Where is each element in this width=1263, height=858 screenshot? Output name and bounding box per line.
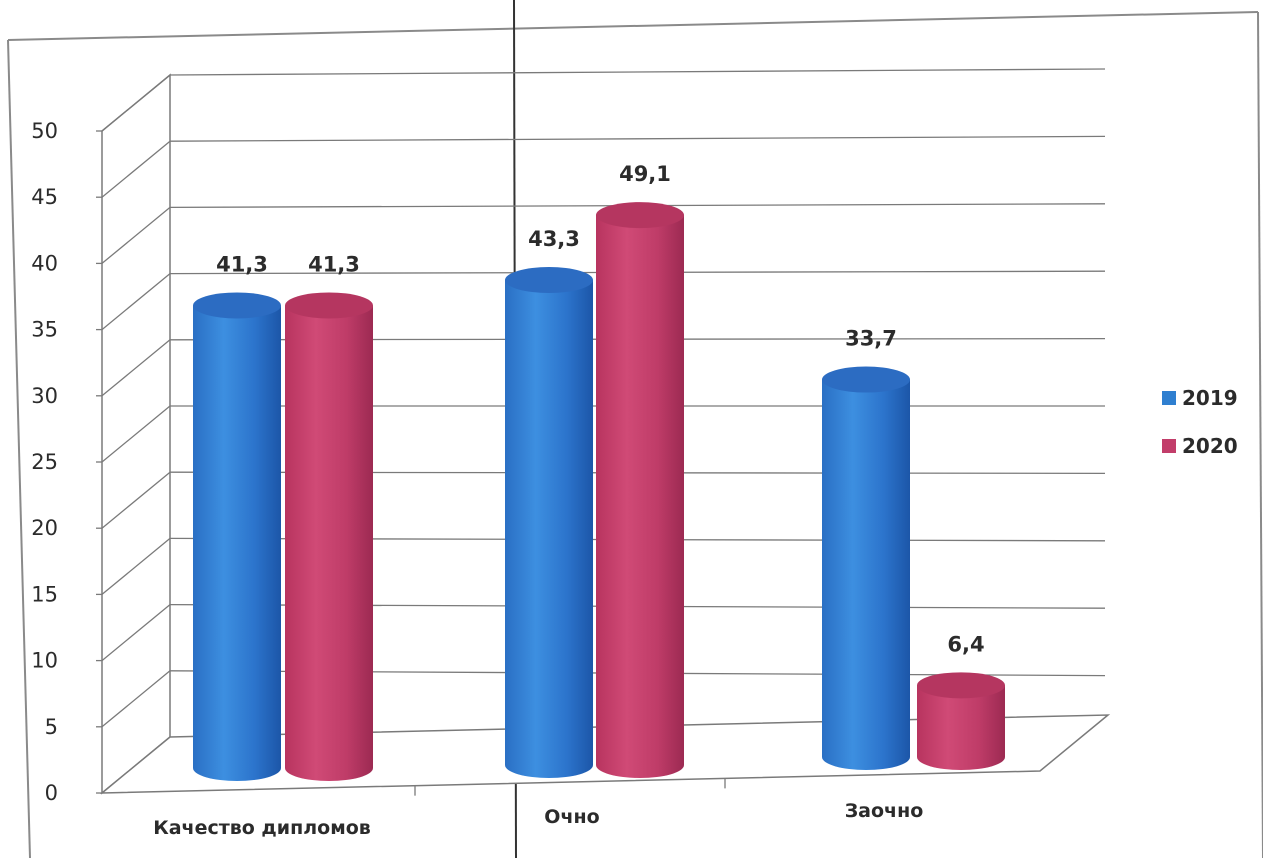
category-label: Очно	[544, 806, 599, 828]
y-tick-label: 40	[31, 251, 58, 275]
bar-2019-0	[193, 292, 281, 781]
legend-swatch	[1162, 391, 1176, 405]
gridline-diag	[101, 471, 171, 529]
y-tick-label: 20	[31, 516, 58, 540]
data-label: 6,4	[947, 632, 984, 656]
data-label: 43,3	[528, 227, 580, 251]
data-label: 41,3	[308, 252, 360, 276]
bar-top	[822, 366, 910, 393]
gridline-diag	[101, 339, 171, 397]
gridline-diag	[101, 74, 171, 132]
y-axis-ticks: 0 5 10 15 20 25 30 35 40 45 50	[31, 119, 726, 805]
gridline-diag	[101, 206, 171, 264]
y-tick-label: 35	[31, 318, 58, 342]
bar-body	[822, 379, 910, 770]
bar-2019-2	[822, 366, 910, 770]
gridline-diag	[101, 140, 171, 198]
legend: 2019 2020	[1162, 386, 1238, 458]
y-tick-label: 25	[31, 450, 58, 474]
gridline-diag	[101, 273, 171, 331]
gridline-diag	[101, 604, 171, 662]
legend-label: 2020	[1182, 434, 1238, 458]
bar-body	[917, 685, 1005, 770]
bar-top	[917, 672, 1005, 699]
legend-swatch	[1162, 439, 1176, 453]
bar-body	[596, 215, 684, 778]
category-label: Заочно	[845, 800, 924, 822]
bar-body	[193, 305, 281, 781]
data-label: 33,7	[845, 327, 897, 351]
bar-top	[285, 292, 373, 319]
bar-top	[505, 267, 593, 294]
data-labels: 41,3 43,3 33,7 41,3 49,1 6,4	[216, 162, 985, 656]
y-tick-label: 45	[31, 185, 58, 209]
gridline-diag	[101, 537, 171, 595]
gridline-diag	[101, 405, 171, 463]
bar-top	[193, 292, 281, 319]
bars	[193, 202, 1005, 781]
data-label: 41,3	[216, 252, 268, 276]
bar-top	[596, 202, 684, 229]
gridline	[169, 68, 1106, 76]
y-tick-label: 10	[31, 649, 58, 673]
bar-2020-1	[596, 202, 684, 778]
gridline-diag	[101, 670, 171, 728]
data-label: 49,1	[619, 162, 671, 186]
y-tick-label: 5	[45, 715, 58, 739]
bar-2020-2	[917, 672, 1005, 770]
bar-body	[285, 305, 373, 781]
category-label: Качество дипломов	[153, 817, 371, 839]
frame-top-line	[7, 11, 1259, 41]
gridline	[169, 135, 1106, 142]
bar-2019-1	[505, 267, 593, 778]
y-tick-label: 15	[31, 582, 58, 606]
bar-2020-0	[285, 292, 373, 781]
category-labels: Качество дипломов Очно Заочно	[153, 800, 923, 839]
frame-right-line	[1257, 11, 1263, 858]
y-tick-label: 30	[31, 384, 58, 408]
frame-left-line	[7, 39, 31, 858]
y-tick-label: 0	[45, 781, 58, 805]
y-tick-label: 50	[31, 119, 58, 143]
bar-body	[505, 280, 593, 778]
legend-label: 2019	[1182, 386, 1238, 410]
